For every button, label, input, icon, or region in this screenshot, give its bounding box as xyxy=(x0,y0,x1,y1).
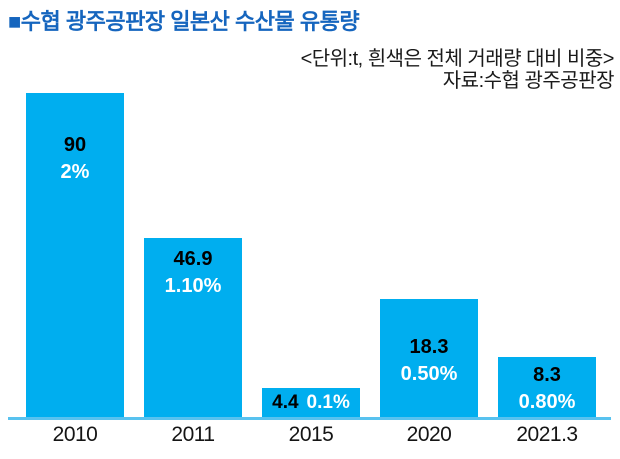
x-axis-label-2020: 2020 xyxy=(406,423,452,446)
bar-value-label: 4.4 xyxy=(272,392,299,413)
bar-2021.3: 8.3 0.80% xyxy=(498,357,596,417)
x-axis-line xyxy=(8,417,611,420)
bar-2015: 4.4 0.1% xyxy=(262,388,360,417)
bar-share-label: 2% xyxy=(60,161,90,183)
x-axis-label-2010: 2010 xyxy=(52,423,98,446)
bar-share-label: 1.10% xyxy=(164,275,222,297)
bar-2010: 90 2% xyxy=(26,93,124,417)
bar-share-label: 0.50% xyxy=(400,363,458,385)
bar-2011: 46.9 1.10% xyxy=(144,238,242,417)
source-note: 자료:수협 광주공판장 xyxy=(442,70,615,92)
bar-value-label: 46.9 xyxy=(173,248,213,270)
x-axis-label-2021.3: 2021.3 xyxy=(516,423,578,446)
unit-note: <단위:t, 흰색은 전체 거래량 대비 비중> xyxy=(300,48,615,70)
bar-share-label: 0.1% xyxy=(306,392,350,413)
bar-2020: 18.3 0.50% xyxy=(380,299,478,417)
x-axis-label-2011: 2011 xyxy=(171,423,215,446)
bar-value-label: 18.3 xyxy=(409,336,449,358)
x-axis-label-2015: 2015 xyxy=(288,423,334,446)
bar-share-label: 0.80% xyxy=(518,391,576,413)
page-title: ■수협 광주공판장 일본산 수산물 유통량 xyxy=(8,9,360,34)
bar-value-label: 8.3 xyxy=(533,364,561,386)
bar-value-label: 90 xyxy=(63,134,87,156)
